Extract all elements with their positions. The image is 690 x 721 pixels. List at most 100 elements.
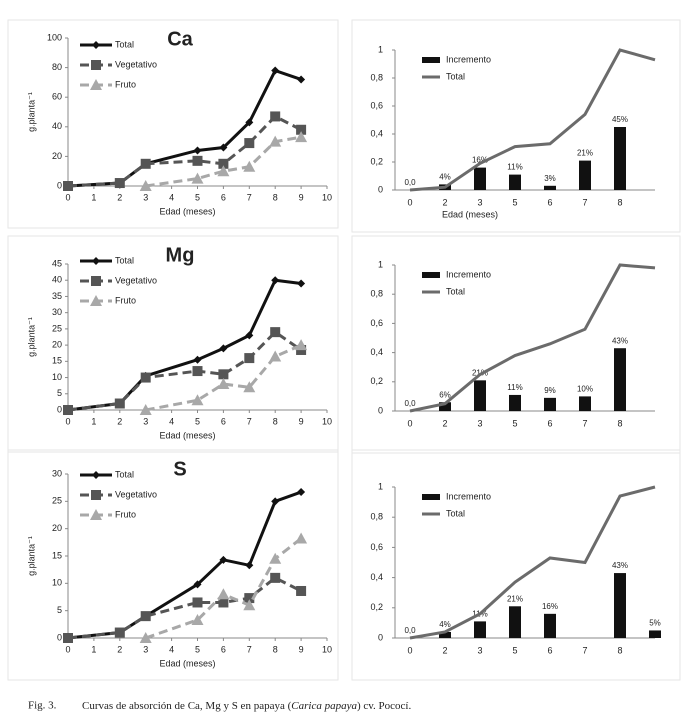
marker: [297, 488, 306, 497]
panel-frame: [7, 449, 339, 681]
marker: [217, 378, 230, 390]
marker: [217, 588, 230, 600]
y-tick-label: 0,2: [370, 376, 383, 386]
chart-title: Mg: [166, 244, 195, 266]
legend-marker: [90, 295, 102, 306]
x-tick-label: 7: [247, 192, 252, 202]
marker: [244, 593, 255, 604]
marker: [218, 369, 229, 380]
x-tick-label: 4: [169, 192, 174, 202]
series-line: [145, 343, 302, 412]
marker: [191, 172, 204, 184]
marker: [139, 404, 152, 415]
legend-label: Vegetativo: [115, 275, 157, 285]
marker: [244, 353, 255, 364]
marker: [245, 118, 254, 127]
chart-title: S: [173, 458, 186, 480]
bar: [509, 606, 521, 638]
x-tick-label: 6: [547, 418, 552, 428]
x-tick-label: 0: [65, 416, 70, 426]
x-tick-label: 7: [582, 197, 587, 207]
marker: [245, 561, 254, 570]
legend-swatch: [422, 57, 440, 63]
marker: [114, 398, 125, 409]
x-tick-label: 8: [617, 197, 622, 207]
x-tick-label: 3: [477, 645, 482, 655]
y-tick-label: 1: [378, 259, 383, 269]
value-label: 4%: [439, 620, 451, 629]
marker: [192, 597, 203, 608]
marker: [217, 165, 230, 177]
y-tick-label: 0: [378, 632, 383, 642]
marker: [219, 344, 228, 353]
bar: [544, 397, 556, 411]
value-label: 10%: [577, 385, 593, 394]
x-tick-label: 9: [299, 192, 304, 202]
y-tick-label: 0,4: [370, 347, 383, 357]
y-tick-label: 30: [52, 307, 62, 317]
marker: [192, 366, 203, 377]
legend-label: Total: [115, 39, 134, 49]
value-label: 43%: [612, 336, 628, 345]
bar: [614, 127, 626, 190]
x-tick-label: 9: [299, 644, 304, 654]
x-tick-label: 2: [442, 197, 447, 207]
value-label: 43%: [612, 561, 628, 570]
x-tick-label: 9: [299, 416, 304, 426]
y-tick-label: 45: [52, 258, 62, 268]
marker: [193, 146, 202, 155]
x-tick-label: 10: [322, 416, 332, 426]
value-label: 45%: [612, 115, 628, 124]
bar: [614, 348, 626, 411]
bar: [544, 613, 556, 638]
x-tick-label: 5: [195, 192, 200, 202]
y-tick-label: 0,6: [370, 542, 383, 552]
legend-marker: [92, 257, 100, 265]
y-tick-label: 0,6: [370, 318, 383, 328]
y-tick-label: 25: [52, 496, 62, 506]
x-tick-label: 8: [273, 192, 278, 202]
marker: [140, 372, 151, 383]
legend-label: Total: [446, 71, 465, 81]
y-tick-label: 0: [57, 632, 62, 642]
bar: [649, 630, 661, 638]
x-tick-label: 2: [117, 644, 122, 654]
x-tick-label: 5: [512, 418, 517, 428]
value-label: 16%: [472, 156, 488, 165]
y-tick-label: 0: [378, 405, 383, 415]
panel-frame: [7, 235, 339, 453]
y-tick-label: 10: [52, 578, 62, 588]
y-tick-label: 0: [57, 180, 62, 190]
series-line: [145, 537, 303, 640]
bar: [439, 402, 451, 411]
bar: [579, 396, 591, 411]
y-tick-label: 40: [52, 275, 62, 285]
legend-swatch: [422, 494, 440, 500]
panel-frame: [351, 235, 681, 454]
y-tick-label: 60: [52, 92, 62, 102]
bar: [474, 167, 486, 190]
y-tick-label: 15: [52, 356, 62, 366]
series-line: [145, 135, 302, 188]
series-line: [409, 48, 656, 192]
x-tick-label: 7: [582, 645, 587, 655]
bar: [509, 394, 521, 411]
y-tick-label: 0,2: [370, 156, 383, 166]
x-tick-label: 8: [273, 416, 278, 426]
legend-swatch: [422, 272, 440, 278]
marker: [245, 331, 254, 340]
x-tick-label: 3: [143, 416, 148, 426]
legend-label: Total: [446, 286, 465, 296]
value-label: 0,0: [404, 399, 416, 408]
x-axis-label: Edad (meses): [442, 209, 498, 219]
value-label: 0,0: [404, 178, 416, 187]
y-tick-label: 5: [57, 388, 62, 398]
marker: [270, 572, 281, 583]
x-tick-label: 6: [547, 645, 552, 655]
marker: [270, 111, 281, 122]
marker: [295, 131, 308, 143]
y-tick-label: 20: [52, 339, 62, 349]
marker: [219, 143, 228, 152]
y-tick-label: 35: [52, 291, 62, 301]
value-label: 21%: [577, 149, 593, 158]
